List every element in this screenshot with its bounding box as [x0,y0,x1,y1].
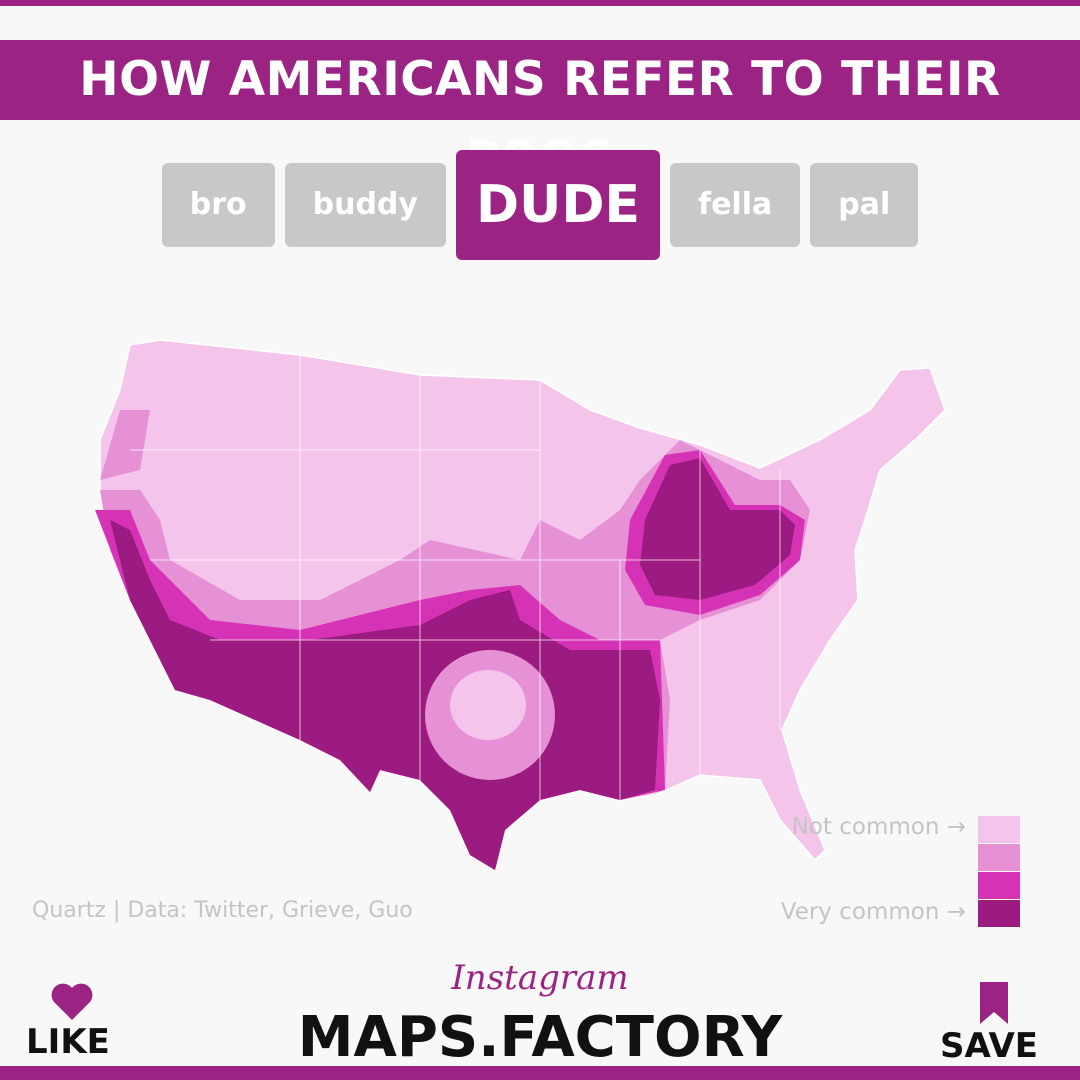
tab[interactable]: DUDE [455,150,661,260]
tab[interactable]: pal [810,163,919,247]
tab[interactable]: bro [161,163,275,247]
state-borders [130,355,781,800]
top-bar [0,0,1080,6]
legend-swatch [978,844,1020,871]
like-button[interactable]: LIKE [26,1022,110,1062]
legend-swatch [978,900,1020,927]
account-name: MAPS.FACTORY [297,1005,783,1070]
tab[interactable]: buddy [284,163,446,247]
source: Quartz | Data: Twitter, Grieve, Guo [32,898,413,923]
legend-label: Very common → [780,899,966,925]
title: HOW AMERICANS REFER TO THEIR BROS [0,40,1080,187]
instagram-label: Instagram [451,958,629,998]
tab[interactable]: fella [670,163,801,247]
legend-swatch [978,872,1020,899]
bookmark-icon [980,982,1008,1024]
heart-icon [51,983,93,1020]
region-light [450,670,526,740]
legend-swatch [978,816,1020,843]
save-button[interactable]: SAVE [940,1026,1039,1066]
legend-swatches [978,816,1020,928]
bottom-bar [0,1066,1080,1080]
legend-label: Not common → [791,814,966,840]
tab-bar: bro buddy DUDE fella pal [0,150,1080,260]
